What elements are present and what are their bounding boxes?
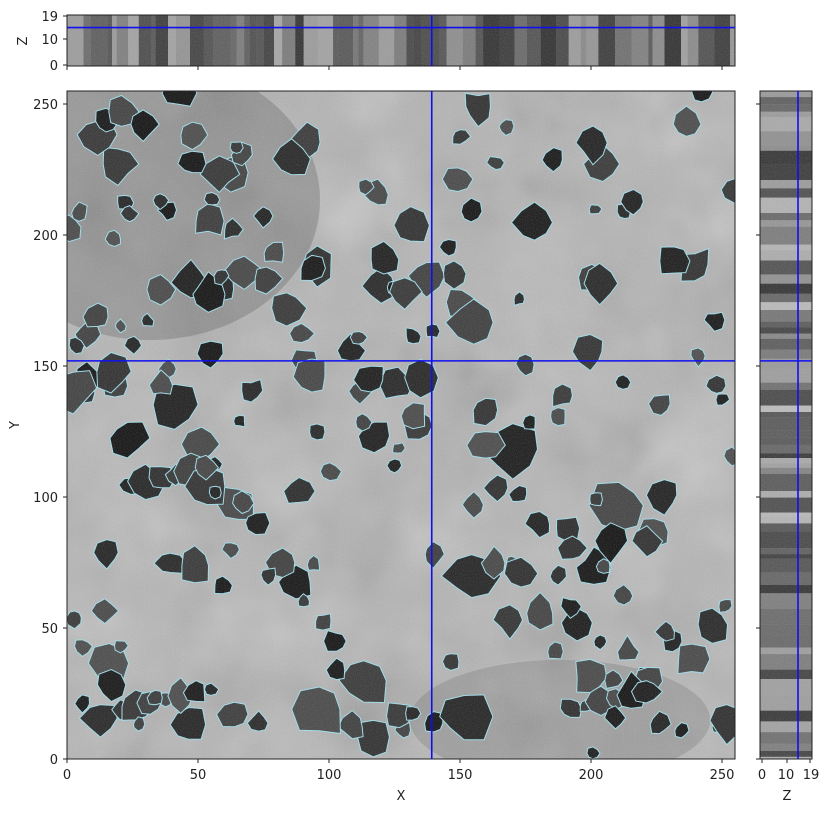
main-view-frame [66, 90, 736, 760]
y-tick-0: 0 [50, 753, 58, 768]
side-view-z-axis: 0 10 19 Z [758, 759, 819, 804]
y-tick-250: 250 [33, 98, 58, 113]
top-z-tick-0: 0 [50, 59, 58, 74]
top-z-tick-10: 10 [41, 33, 58, 48]
x-tick-100: 100 [317, 768, 342, 783]
top-xz-view: 0 10 19 Z [16, 10, 736, 74]
side-zy-view: 0 10 19 Z [756, 90, 819, 804]
y-tick-50: 50 [41, 622, 58, 637]
side-view-frame [759, 90, 813, 760]
side-z-tick-10: 10 [778, 768, 795, 783]
x-axis-label: X [397, 789, 406, 804]
main-y-axis: 0 50 100 150 200 250 Y [8, 98, 67, 768]
x-tick-250: 250 [710, 768, 735, 783]
side-view-y-ticks [756, 103, 760, 760]
side-z-tick-19: 19 [803, 768, 820, 783]
y-tick-150: 150 [33, 360, 58, 375]
top-z-label: Z [16, 36, 31, 45]
x-tick-50: 50 [190, 768, 207, 783]
top-z-tick-19: 19 [41, 10, 58, 25]
top-view-frame [66, 14, 736, 67]
x-tick-200: 200 [579, 768, 604, 783]
side-z-label: Z [783, 789, 792, 804]
y-tick-100: 100 [33, 491, 58, 506]
x-tick-150: 150 [448, 768, 473, 783]
y-tick-200: 200 [33, 229, 58, 244]
y-axis-label: Y [8, 421, 23, 430]
main-xy-view: 0 50 100 150 200 250 X 0 50 100 150 200 … [8, 90, 736, 804]
top-view-z-axis: 0 10 19 Z [16, 10, 67, 74]
main-x-axis: 0 50 100 150 200 250 X [63, 759, 735, 804]
top-view-x-ticks [66, 66, 723, 70]
side-z-tick-0: 0 [758, 768, 766, 783]
x-tick-0: 0 [63, 768, 71, 783]
